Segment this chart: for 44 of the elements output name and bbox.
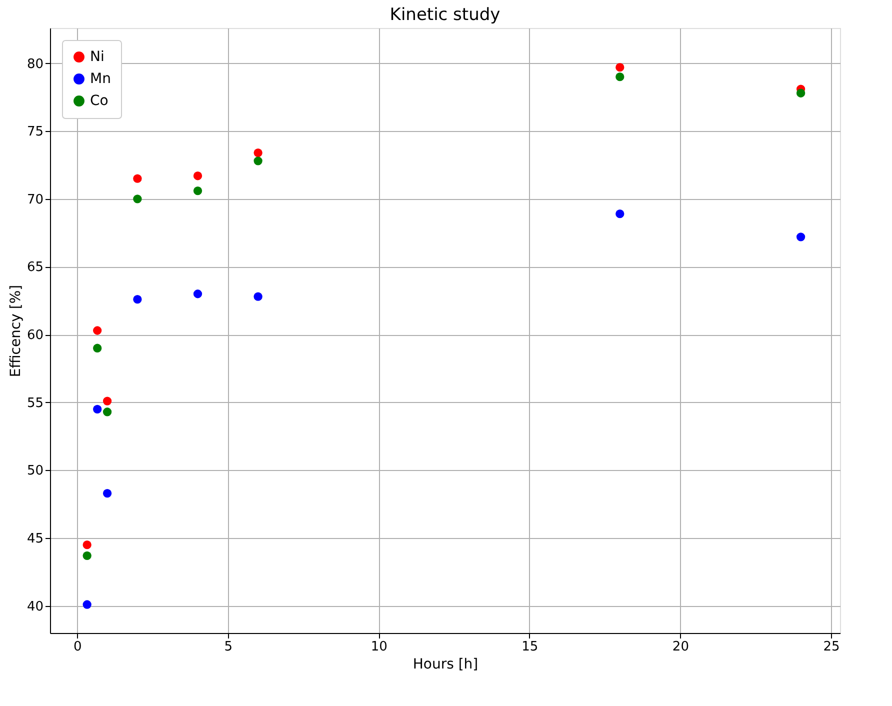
x-tick-label: 10: [370, 640, 388, 654]
point: [616, 72, 624, 82]
y-axis-title: Efficency [%]: [8, 284, 24, 378]
point: [82, 551, 92, 560]
point: [616, 210, 624, 218]
point: [133, 294, 142, 304]
point: [254, 292, 262, 301]
legend-label: Co: [90, 93, 108, 109]
y-tick-label: 75: [26, 124, 44, 140]
x-tick-label: 25: [823, 640, 840, 654]
x-tick-label: 0: [73, 640, 82, 654]
point: [193, 290, 202, 298]
point: [193, 186, 202, 196]
point: [82, 600, 92, 609]
point: [193, 172, 202, 180]
point: [133, 174, 142, 183]
point: [254, 148, 262, 158]
point: [796, 232, 806, 242]
point: [93, 344, 102, 352]
point: [133, 194, 142, 204]
point: [254, 156, 262, 166]
point: [82, 540, 92, 550]
point: [616, 63, 624, 72]
y-tick-label: 65: [26, 260, 44, 276]
point: [102, 408, 112, 416]
y-tick-label: 60: [26, 328, 44, 344]
point: [102, 488, 112, 498]
y-tick-label: 45: [26, 532, 44, 547]
point: [93, 404, 102, 414]
point: [93, 326, 102, 335]
y-tick-label: 80: [26, 56, 44, 72]
legend-label: Mn: [90, 71, 111, 87]
x-tick-label: 20: [672, 640, 689, 654]
x-tick-label: 15: [522, 640, 538, 654]
x-tick-label: 5: [224, 640, 233, 654]
y-tick-label: 55: [26, 396, 44, 411]
y-tick-label: 50: [26, 464, 44, 479]
chart-title: Kinetic study: [390, 5, 500, 25]
point: [796, 88, 806, 98]
y-tick-label: 70: [26, 192, 44, 208]
point: [102, 396, 112, 406]
legend-label: Ni: [90, 49, 104, 65]
y-tick-label: 40: [26, 599, 44, 614]
x-axis-title: Hours [h]: [412, 656, 478, 672]
